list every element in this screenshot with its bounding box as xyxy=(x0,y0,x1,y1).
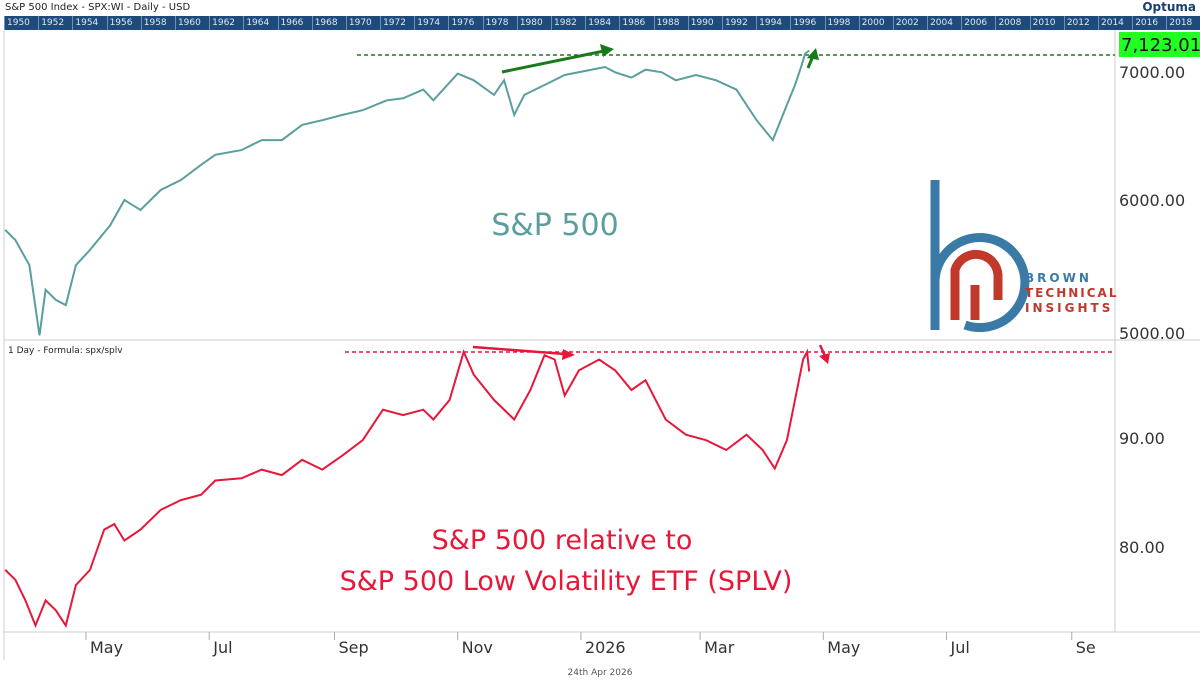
year-cell[interactable]: 1990 xyxy=(687,16,722,30)
x-tick-label: 2026 xyxy=(585,638,626,657)
year-cell[interactable]: 2018 xyxy=(1166,16,1200,30)
year-cell[interactable]: 1974 xyxy=(414,16,448,30)
year-cell[interactable]: 2004 xyxy=(927,16,961,30)
year-cell[interactable]: 1950 xyxy=(4,16,38,30)
year-cell[interactable]: 2010 xyxy=(1029,16,1064,30)
year-cell[interactable]: 1986 xyxy=(619,16,653,30)
year-cell[interactable]: 1998 xyxy=(824,16,859,30)
year-cell[interactable]: 1952 xyxy=(38,16,72,30)
spx-series-line xyxy=(4,49,810,336)
ratio-label-line2: S&P 500 Low Volatility ETF (SPLV) xyxy=(340,566,793,597)
svg-text:BROWN: BROWN xyxy=(1025,271,1092,285)
brown-technical-insights-logo: BROWN TECHNICAL INSIGHTS xyxy=(930,180,1118,333)
green-arrow-annotation xyxy=(501,44,819,74)
footer-date: 24th Apr 2026 xyxy=(567,668,633,678)
ratio-label-line1: S&P 500 relative to xyxy=(432,525,693,556)
year-cell[interactable]: 1962 xyxy=(209,16,243,30)
x-tick-label: May xyxy=(827,638,860,657)
x-tick-label: Jul xyxy=(212,638,232,657)
red-arrow-annotation xyxy=(472,344,830,364)
year-cell[interactable]: 1964 xyxy=(243,16,277,30)
year-cell[interactable]: 1960 xyxy=(174,16,209,30)
x-tick-label: Se xyxy=(1076,638,1096,657)
year-cell[interactable]: 1976 xyxy=(448,16,482,30)
ratio-formula-label: 1 Day - Formula: spx/splv xyxy=(8,346,123,356)
year-cell[interactable]: 1984 xyxy=(585,16,619,30)
y-tick-label: 90.00 xyxy=(1119,429,1165,448)
x-tick-label: Sep xyxy=(338,638,368,657)
y-tick-label: 80.00 xyxy=(1119,538,1165,557)
year-cell[interactable]: 2014 xyxy=(1098,16,1132,30)
year-cell[interactable]: 1954 xyxy=(72,16,106,30)
year-cell[interactable]: 1996 xyxy=(790,16,824,30)
x-tick-label: Mar xyxy=(704,638,735,657)
year-cell[interactable]: 1992 xyxy=(721,16,756,30)
year-cell[interactable]: 1994 xyxy=(756,16,790,30)
year-cell[interactable]: 1972 xyxy=(380,16,414,30)
x-tick-label: May xyxy=(90,638,123,657)
year-cell[interactable]: 1982 xyxy=(551,16,585,30)
year-cell[interactable]: 2016 xyxy=(1132,16,1166,30)
year-cell[interactable]: 1966 xyxy=(277,16,312,30)
year-cell[interactable]: 2012 xyxy=(1063,16,1098,30)
ratio-series-line xyxy=(4,348,811,629)
optuma-logo: Optuma xyxy=(1142,0,1196,14)
chart-title: S&P 500 Index - SPX:WI - Daily - USD xyxy=(5,2,191,13)
year-cell[interactable]: 1978 xyxy=(482,16,517,30)
svg-text:TECHNICAL: TECHNICAL xyxy=(1025,286,1118,300)
year-cell[interactable]: 2006 xyxy=(961,16,995,30)
last-value-badge xyxy=(1119,32,1200,57)
y-tick-label: 7000.00 xyxy=(1119,63,1185,82)
year-navigator-strip[interactable]: 1950 1952 1954 1956 1958 1960 1962 1964 1966 1968… xyxy=(4,16,1200,30)
year-cell[interactable]: 1968 xyxy=(311,16,346,30)
year-cell[interactable]: 1970 xyxy=(345,16,380,30)
spx-label: S&P 500 xyxy=(491,208,618,243)
last-value-text: 7,123.01 xyxy=(1121,35,1200,56)
year-cell[interactable]: 2002 xyxy=(892,16,927,30)
svg-text:INSIGHTS: INSIGHTS xyxy=(1025,301,1113,315)
year-cell[interactable]: 1958 xyxy=(140,16,175,30)
year-cell[interactable]: 2000 xyxy=(858,16,893,30)
year-cell[interactable]: 1980 xyxy=(516,16,551,30)
year-cell[interactable]: 1956 xyxy=(106,16,141,30)
year-cell[interactable]: 2008 xyxy=(995,16,1029,30)
x-tick-label: Jul xyxy=(950,638,970,657)
year-cell[interactable]: 1988 xyxy=(653,16,688,30)
y-tick-label: 6000.00 xyxy=(1119,191,1185,210)
y-tick-label: 5000.00 xyxy=(1119,324,1185,343)
x-tick-label: Nov xyxy=(462,638,493,657)
